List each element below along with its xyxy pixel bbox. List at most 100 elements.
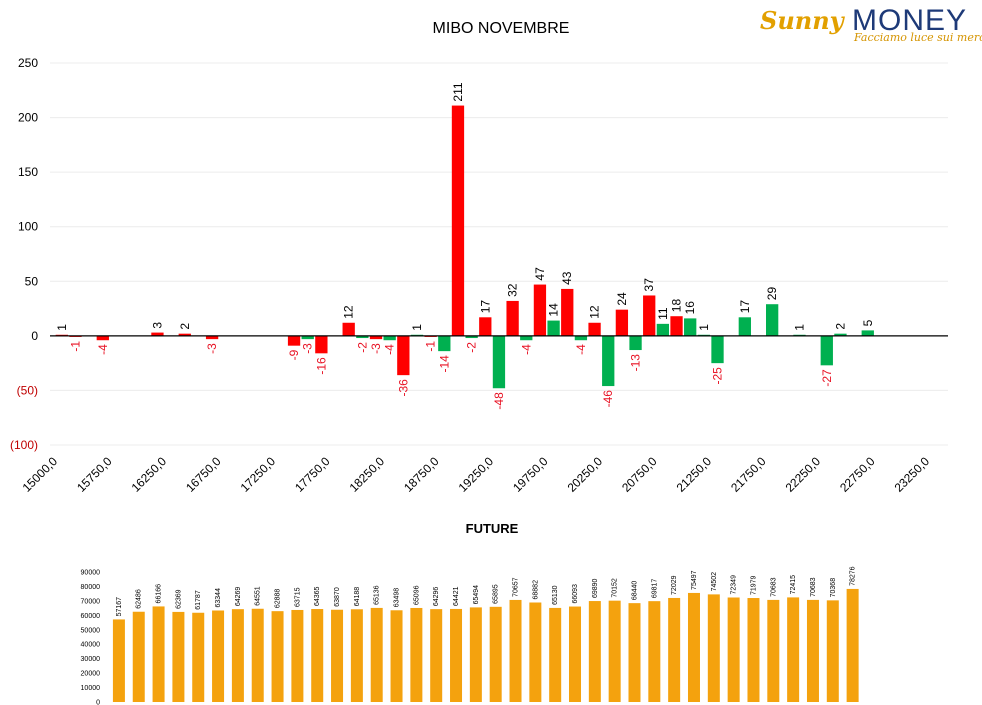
future-bar (271, 611, 284, 702)
future-data-label: 66166 (156, 584, 163, 604)
data-bar (383, 335, 396, 341)
data-label: -4 (519, 344, 533, 355)
future-data-label: 65895 (493, 584, 500, 604)
future-data-label: 63498 (394, 588, 401, 608)
future-bar (152, 606, 165, 702)
x-tick-label: 21750,0 (728, 454, 769, 495)
future-data-label: 72415 (790, 575, 797, 595)
data-label: -4 (574, 344, 588, 355)
x-tick-label: 17750,0 (292, 454, 333, 495)
main-chart-title: MIBO NOVEMBRE (433, 20, 570, 37)
future-data-label: 70657 (513, 577, 520, 597)
future-bar (826, 600, 839, 702)
data-bar (533, 284, 547, 336)
data-label: -3 (205, 343, 219, 354)
future-bar (727, 597, 740, 702)
data-bar (643, 295, 656, 336)
data-bar (588, 322, 601, 336)
future-data-label: 65096 (413, 585, 420, 605)
future-bar (489, 606, 502, 702)
data-bar (492, 335, 506, 389)
data-label: -2 (465, 342, 479, 353)
data-label: -4 (383, 344, 397, 355)
data-bar (602, 335, 615, 387)
y-tick-label: 60000 (81, 613, 101, 620)
data-label: 12 (588, 305, 602, 319)
data-label: 17 (738, 300, 752, 314)
future-data-label: 65130 (552, 585, 559, 605)
data-label: -27 (820, 369, 834, 387)
data-bar (766, 304, 779, 336)
future-bar (450, 608, 463, 702)
future-data-label: 61787 (195, 590, 202, 610)
data-bar (547, 320, 560, 336)
y-tick-label: 0 (96, 700, 100, 705)
data-label: -3 (301, 343, 315, 354)
x-tick-label: 23250,0 (892, 454, 933, 495)
data-label: 1 (55, 324, 69, 331)
y-tick-label: (100) (10, 438, 38, 452)
data-label: 11 (656, 307, 670, 320)
data-label: 18 (670, 299, 684, 313)
x-tick-label: 20250,0 (565, 454, 606, 495)
y-tick-label: 100 (18, 220, 38, 234)
future-bar (529, 602, 542, 702)
y-tick-label: 50000 (81, 627, 101, 634)
future-bar (311, 609, 324, 702)
future-data-label: 64551 (255, 586, 262, 606)
data-label: 5 (861, 319, 875, 326)
data-bar (711, 335, 724, 364)
data-label: -4 (96, 344, 110, 355)
future-data-label: 64296 (433, 587, 440, 607)
data-label: 2 (833, 323, 847, 330)
future-data-label: 65494 (473, 585, 480, 605)
logo-tagline: Facciamo luce sui mercati (854, 31, 982, 44)
data-label: 43 (560, 271, 574, 285)
x-tick-label: 20750,0 (619, 454, 660, 495)
data-bar (574, 335, 588, 341)
x-tick-label: 19750,0 (510, 454, 551, 495)
future-data-label: 57167 (116, 597, 123, 617)
data-label: 3 (150, 322, 164, 329)
data-label: -9 (287, 349, 301, 360)
data-label: 2 (178, 323, 192, 330)
future-bar-chart: 0 10000 20000 30000 40000 50000 60000 70000 8000… (81, 566, 859, 705)
data-bar (369, 335, 383, 340)
future-bar (231, 609, 244, 702)
data-bar (479, 317, 492, 336)
future-data-label: 66093 (572, 584, 579, 604)
future-data-label: 64365 (314, 586, 321, 606)
future-bar (747, 598, 760, 702)
future-bar (668, 597, 681, 702)
future-data-label: 70683 (770, 577, 777, 597)
data-label: -1 (68, 341, 82, 352)
future-bar (569, 606, 582, 702)
data-label: -14 (437, 355, 451, 373)
y-tick-label: 10000 (81, 685, 101, 692)
data-bar (629, 335, 642, 351)
future-data-label: 75497 (691, 570, 698, 590)
y-tick-label: 40000 (81, 642, 101, 649)
data-label: 47 (533, 267, 547, 281)
future-data-label: 64269 (235, 587, 242, 607)
future-data-label: 62888 (275, 589, 282, 609)
data-label: -25 (711, 367, 725, 385)
x-tick-label: 18250,0 (347, 454, 388, 495)
data-bar (834, 333, 847, 336)
data-label: 1 (792, 324, 806, 331)
y-tick-label: (50) (17, 383, 38, 397)
data-label: 32 (506, 283, 520, 297)
future-bar (350, 609, 363, 702)
future-bar (628, 603, 641, 702)
data-bar (520, 335, 533, 341)
future-bar (767, 599, 780, 702)
y-tick-label: 20000 (81, 671, 101, 678)
data-label: -36 (396, 379, 410, 397)
future-bar (787, 597, 800, 702)
y-tick-label: 0 (31, 329, 38, 343)
data-bar (151, 332, 164, 336)
x-tick-label: 18750,0 (401, 454, 442, 495)
future-bar (648, 601, 661, 702)
data-bar (561, 288, 574, 336)
